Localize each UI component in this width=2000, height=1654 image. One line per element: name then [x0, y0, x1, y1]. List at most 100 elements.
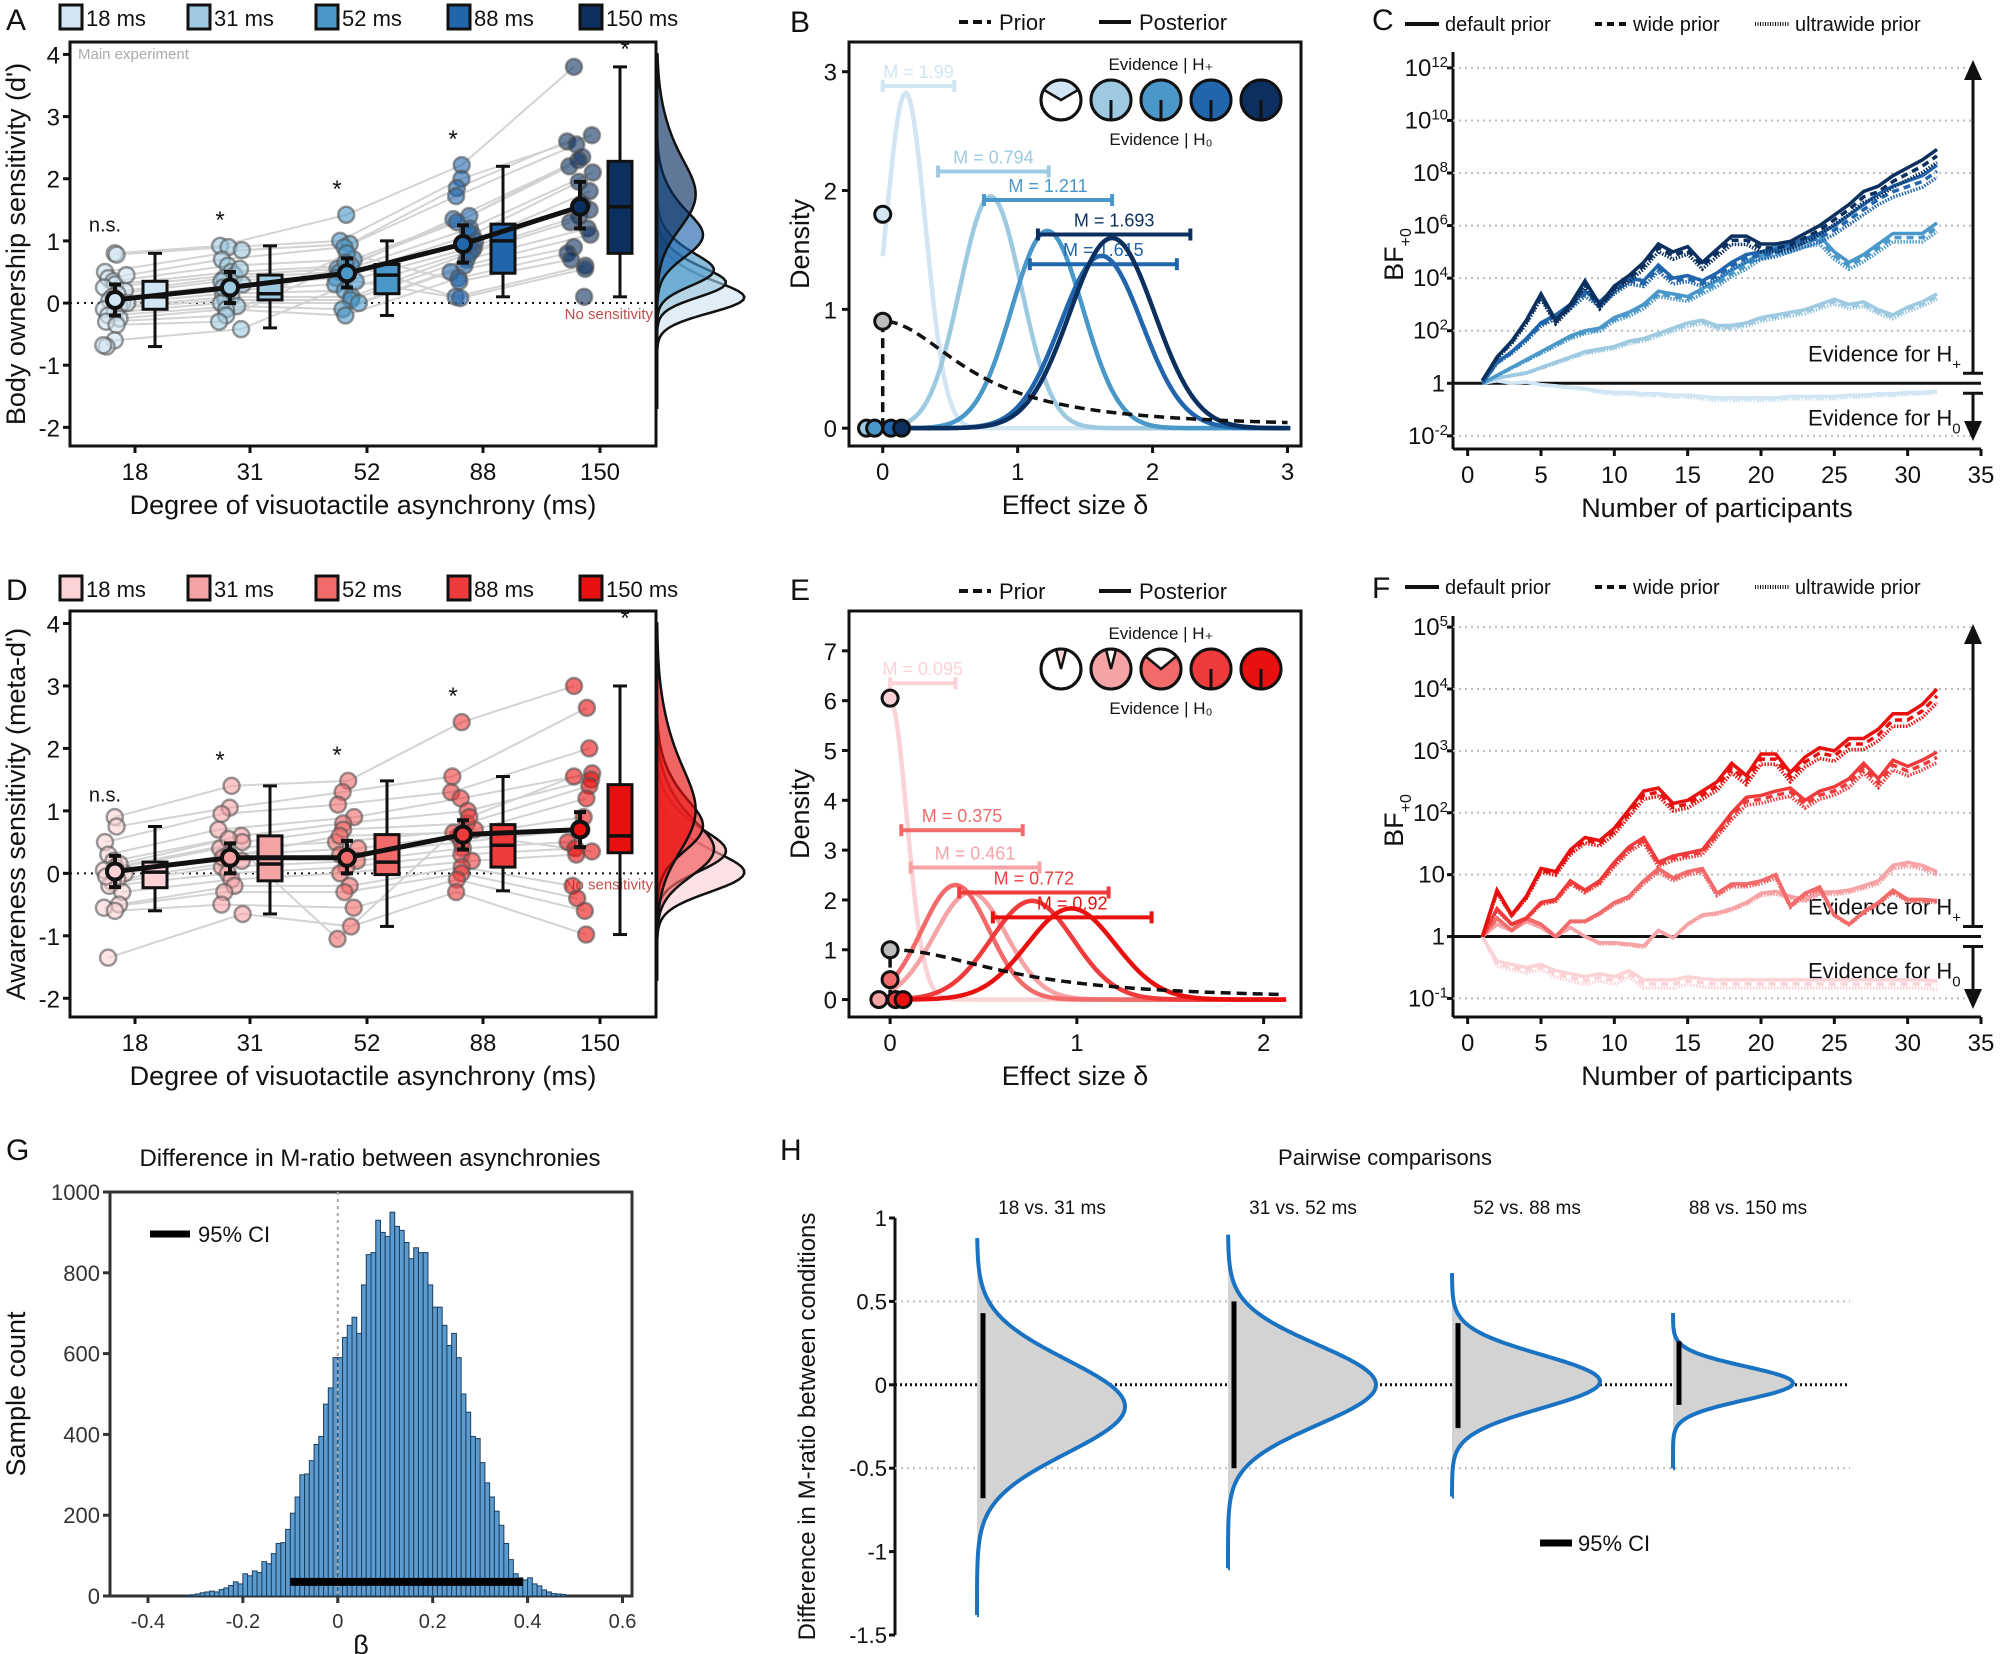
subject-point — [233, 904, 252, 924]
y-tick-label: 102 — [1413, 799, 1448, 827]
comparison-label-2: 52 vs. 88 ms — [1473, 1198, 1581, 1219]
subject-point — [222, 776, 241, 796]
legend-ultrawide-label: ultrawide prior — [1795, 14, 1921, 36]
posterior-area-0 — [977, 1238, 1125, 1615]
legend-ci-label: 95% CI — [1578, 1531, 1650, 1556]
arrow-down-icon — [1964, 421, 1982, 441]
y-axis-label: BF+0 — [1379, 228, 1415, 281]
legend-default-label: default prior — [1445, 577, 1551, 599]
mean-point — [337, 263, 357, 284]
posterior-curve-2 — [882, 228, 1291, 431]
subject-point — [582, 125, 602, 145]
legend-swatch-3 — [446, 3, 472, 31]
y-tick-label: 1 — [47, 799, 60, 826]
y-tick-label: 0.5 — [856, 1289, 887, 1314]
subject-point — [564, 767, 584, 786]
box-iqr — [256, 273, 284, 302]
x-tick-label: 15 — [1674, 1030, 1701, 1057]
bf-line-4-wide — [1480, 154, 1939, 382]
legend-label-1: 31 ms — [214, 6, 274, 31]
y-tick-label: 0 — [88, 1584, 100, 1609]
histogram-bar — [223, 1587, 230, 1597]
histogram-bar — [228, 1584, 234, 1597]
x-tick-label: 18 — [122, 459, 149, 486]
chart-title: Difference in M-ratio between asynchroni… — [139, 1145, 600, 1172]
legend-posterior-label: Posterior — [1139, 579, 1227, 604]
posterior-curve-4 — [890, 906, 1287, 1002]
legend-wide-label: wide prior — [1632, 577, 1720, 599]
posterior-curve-4 — [882, 235, 1291, 431]
x-tick-label: 10 — [1601, 1030, 1628, 1057]
posterior-mean-label-1: M = 0.461 — [935, 844, 1016, 864]
histogram-bar — [451, 1332, 457, 1597]
x-tick-label: 15 — [1674, 462, 1701, 489]
histogram-bar — [417, 1252, 424, 1597]
histogram-bar — [185, 1594, 192, 1597]
subject-point — [349, 293, 369, 313]
subject-point — [452, 712, 471, 732]
mean-point — [570, 819, 590, 840]
x-tick-label: 0.2 — [419, 1611, 447, 1633]
subject-point — [232, 240, 252, 260]
bf-line-3-default — [1480, 163, 1939, 385]
histogram-bar — [251, 1570, 258, 1597]
histogram-bar — [261, 1561, 268, 1597]
legend-label-0: 18 ms — [86, 6, 146, 31]
significance-label: * — [215, 747, 224, 774]
posterior-outline-0 — [975, 1237, 1128, 1617]
histogram-bar — [337, 1357, 344, 1597]
y-tick-label: 0 — [824, 416, 837, 443]
y-tick-label: 4 — [47, 42, 60, 69]
legend-label-0: 18 ms — [86, 577, 146, 602]
histogram-bar — [213, 1591, 220, 1597]
y-tick-label: 0 — [824, 988, 837, 1015]
histogram-bar — [356, 1332, 363, 1597]
posterior-curve-1 — [882, 194, 1291, 431]
posterior-mean-label-0: M = 1.99 — [883, 62, 954, 82]
y-tick-label: -0.5 — [849, 1456, 887, 1481]
histogram-bar — [531, 1583, 538, 1597]
chart-title: Pairwise comparisons — [1278, 1145, 1492, 1170]
subject-point — [450, 272, 469, 291]
x-tick-label: 3 — [1281, 459, 1294, 486]
panel-letter-c: C — [1372, 4, 1394, 37]
legend-default-label: default prior — [1445, 14, 1551, 36]
plot-frame — [847, 609, 1303, 1019]
x-tick-label: 52 — [354, 459, 381, 486]
subject-point — [576, 925, 596, 944]
histogram-bar — [474, 1437, 481, 1597]
posterior-mean-label-4: M = 0.92 — [1037, 893, 1108, 913]
bf-line-0-ultrawide — [1482, 379, 1938, 403]
histogram-bar — [204, 1591, 211, 1597]
histogram-bar — [199, 1592, 206, 1597]
panel-letter-e: E — [790, 574, 810, 607]
posterior-density-at-zero-0 — [880, 688, 900, 708]
histogram-bar — [550, 1593, 557, 1597]
y-tick-label: 200 — [63, 1503, 100, 1528]
y-tick-label: 1 — [875, 1206, 887, 1231]
histogram-bar — [503, 1542, 510, 1597]
y-axis-label: Density — [785, 198, 815, 289]
bf-line-4-ultrawide — [1480, 161, 1938, 382]
posterior-density-at-zero-2 — [880, 970, 900, 990]
legend-label-4: 150 ms — [606, 6, 678, 31]
subject-point — [209, 312, 229, 331]
histogram-bar — [394, 1225, 400, 1597]
legend-swatch-3 — [446, 574, 472, 602]
mean-point — [570, 196, 590, 217]
x-axis-label: Degree of visuotactile asynchrony (ms) — [130, 490, 597, 520]
significance-label: * — [332, 176, 341, 203]
x-tick-label: 52 — [354, 1030, 381, 1057]
y-axis-label: Density — [785, 768, 815, 859]
histogram-bar — [546, 1591, 552, 1597]
y-tick-label: 104 — [1413, 675, 1448, 703]
posterior-density-at-zero-4 — [893, 990, 913, 1010]
bf-line-3-ultrawide — [1480, 760, 1938, 938]
y-tick-label: 103 — [1413, 737, 1448, 765]
mean-point — [105, 289, 125, 310]
x-tick-label: 0.6 — [609, 1611, 637, 1633]
legend-label-4: 150 ms — [606, 577, 678, 602]
y-axis-label: Awareness sensitivity (meta-d') — [1, 628, 31, 1000]
y-tick-label: 3 — [47, 674, 60, 701]
